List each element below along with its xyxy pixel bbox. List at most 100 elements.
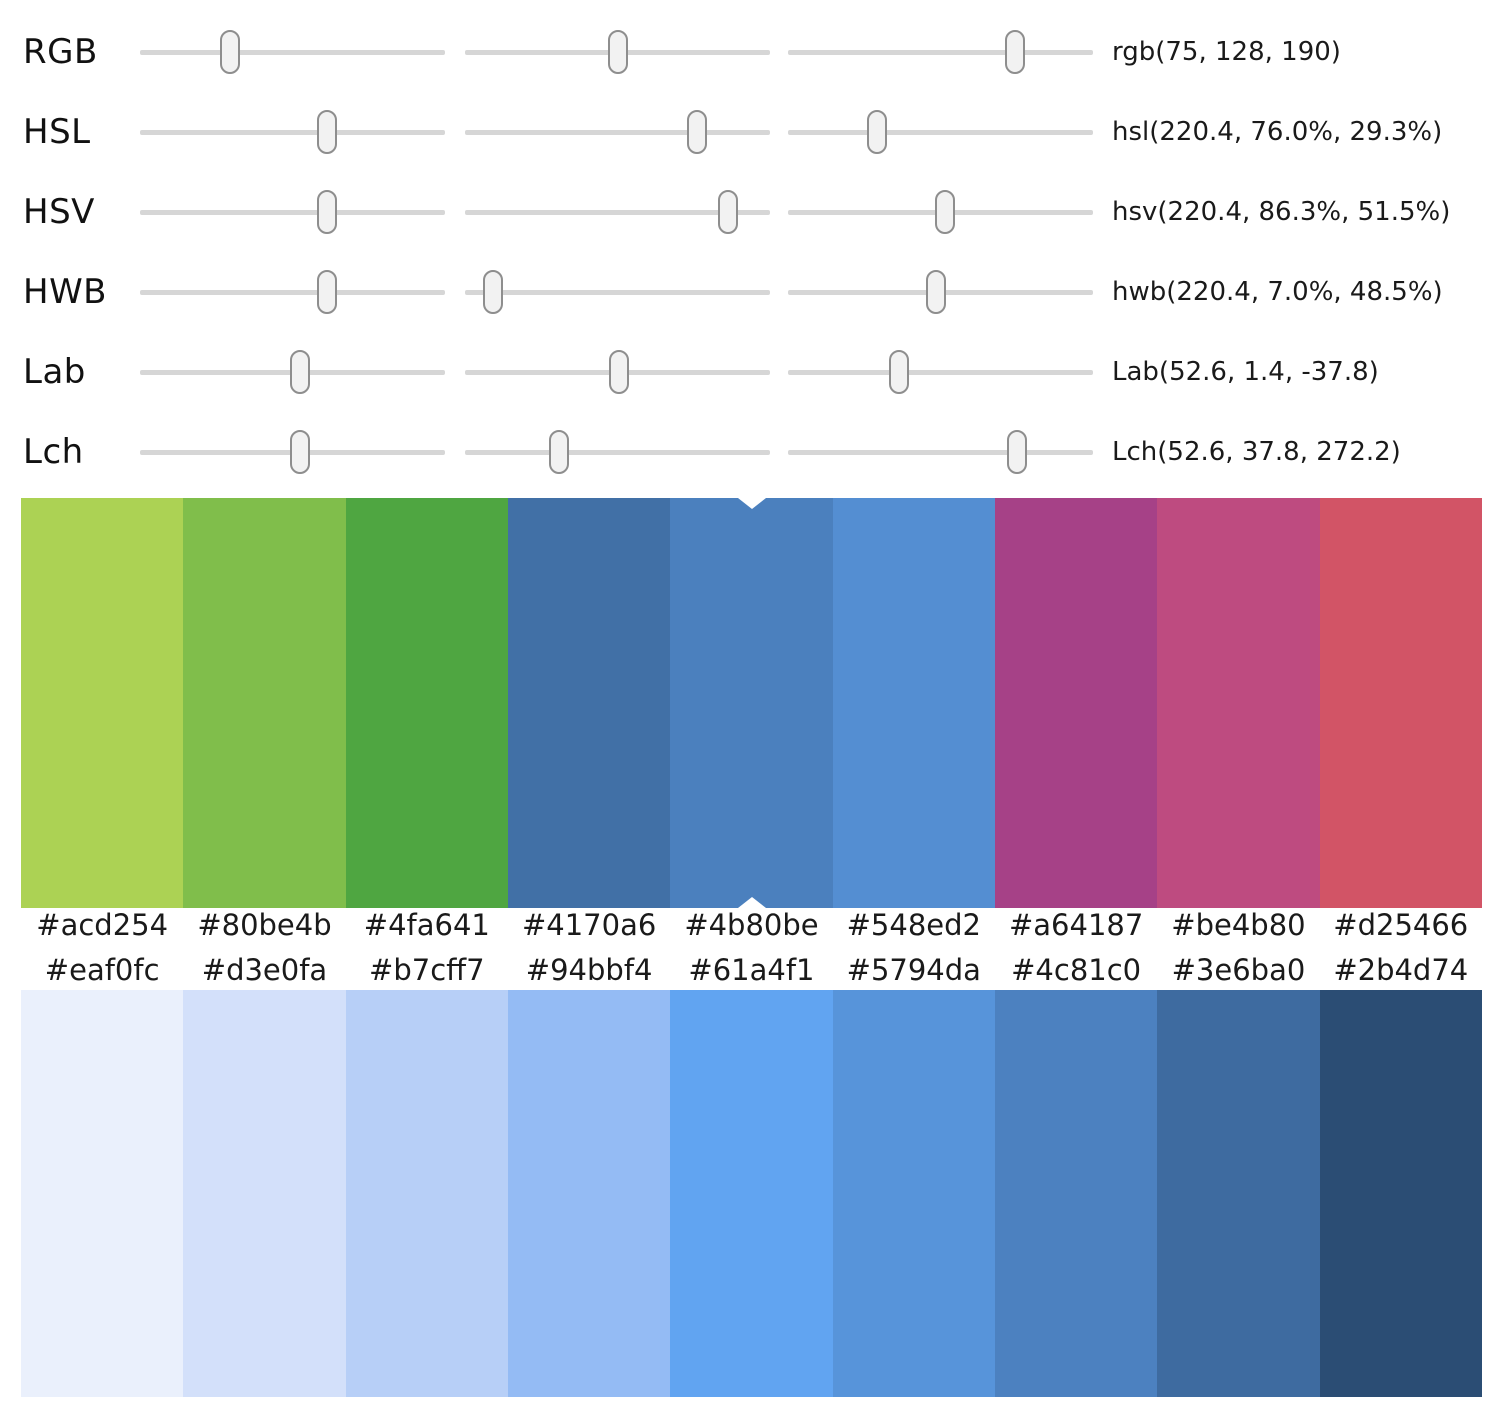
hue-swatch-5[interactable]	[832, 498, 995, 908]
hsl-slider-h[interactable]	[140, 92, 445, 172]
hsl-slider-l[interactable]	[788, 92, 1093, 172]
slider-thumb[interactable]	[219, 30, 240, 74]
slider-thumb[interactable]	[483, 270, 504, 314]
hsl-slider-s[interactable]	[465, 92, 770, 172]
hue-hex-label-5: #548ed2	[846, 908, 981, 942]
hue-swatch-0[interactable]	[21, 498, 184, 908]
lightness-hex-label-6: #4c81c0	[1011, 953, 1142, 987]
slider-track[interactable]	[465, 290, 770, 295]
hsv-slider-v[interactable]	[788, 172, 1093, 252]
lightness-swatch-2[interactable]	[345, 990, 508, 1397]
hue-swatch-8[interactable]	[1319, 498, 1482, 908]
hue-swatch-7[interactable]	[1157, 498, 1320, 908]
hue-hex-label-3: #4170a6	[521, 908, 657, 942]
lightness-swatch-8[interactable]	[1319, 990, 1482, 1397]
lightness-swatch-3[interactable]	[507, 990, 671, 1397]
slider-track[interactable]	[788, 450, 1093, 455]
hue-swatch-4[interactable]	[670, 498, 833, 908]
lab-slider-b[interactable]	[788, 332, 1093, 412]
lightness-swatch-5[interactable]	[832, 990, 995, 1397]
lightness-hex-labels: #eaf0fc #d3e0fa #b7cff7 #94bbf4 #61a4f1 #5794…	[21, 953, 1482, 987]
slider-thumb[interactable]	[608, 30, 629, 74]
lab-value-text: Lab(52.6, 1.4, -37.8)	[1112, 357, 1379, 387]
row-label-lab: Lab	[23, 352, 86, 392]
slider-track[interactable]	[465, 450, 770, 455]
slider-thumb[interactable]	[548, 430, 569, 474]
slider-thumb[interactable]	[925, 270, 946, 314]
slider-track[interactable]	[140, 130, 445, 135]
slider-thumb[interactable]	[1005, 30, 1026, 74]
slider-thumb[interactable]	[316, 270, 337, 314]
row-label-hsl: HSL	[23, 112, 91, 152]
hwb-value-text: hwb(220.4, 7.0%, 48.5%)	[1112, 277, 1443, 307]
hwb-slider-b[interactable]	[788, 252, 1093, 332]
hue-swatch-6[interactable]	[994, 498, 1158, 908]
hwb-slider-w[interactable]	[465, 252, 770, 332]
slider-thumb[interactable]	[686, 110, 707, 154]
rgb-slider-g[interactable]	[465, 12, 770, 92]
slider-track[interactable]	[140, 210, 445, 215]
slider-thumb[interactable]	[889, 350, 910, 394]
lightness-swatch-4[interactable]	[670, 990, 833, 1397]
slider-thumb[interactable]	[609, 350, 630, 394]
row-label-hsv: HSV	[23, 192, 95, 232]
hue-hex-label-6: #a64187	[1008, 908, 1144, 942]
hue-palette	[21, 498, 1482, 908]
hue-hex-label-8: #d25466	[1333, 908, 1469, 942]
slider-thumb[interactable]	[935, 190, 956, 234]
row-label-lch: Lch	[23, 432, 84, 472]
slider-thumb[interactable]	[316, 110, 337, 154]
slider-track[interactable]	[788, 370, 1093, 375]
slider-thumb[interactable]	[290, 430, 311, 474]
lightness-hex-label-3: #94bbf4	[525, 953, 653, 987]
lch-slider-c[interactable]	[465, 412, 770, 492]
hue-hex-label-1: #80be4b	[197, 908, 332, 942]
lightness-swatch-6[interactable]	[994, 990, 1158, 1397]
slider-thumb[interactable]	[290, 350, 311, 394]
lightness-hex-label-4: #61a4f1	[688, 953, 815, 987]
lightness-swatch-0[interactable]	[21, 990, 184, 1397]
lch-slider-l[interactable]	[140, 412, 445, 492]
rgb-slider-b[interactable]	[788, 12, 1093, 92]
selected-color-top-notch	[737, 498, 766, 509]
lightness-swatch-7[interactable]	[1157, 990, 1320, 1397]
slider-track[interactable]	[465, 130, 770, 135]
lightness-hex-label-1: #d3e0fa	[201, 953, 328, 987]
hue-swatch-3[interactable]	[507, 498, 671, 908]
lightness-palette	[21, 990, 1482, 1397]
row-label-hwb: HWB	[23, 272, 108, 312]
hsv-slider-s[interactable]	[465, 172, 770, 252]
hsv-slider-h[interactable]	[140, 172, 445, 252]
lightness-hex-label-7: #3e6ba0	[1171, 953, 1306, 987]
hue-swatch-1[interactable]	[183, 498, 346, 908]
rgb-value-text: rgb(75, 128, 190)	[1112, 37, 1341, 67]
lightness-hex-label-0: #eaf0fc	[44, 953, 160, 987]
lightness-hex-label-5: #5794da	[846, 953, 981, 987]
slider-row-lch: Lch Lch(52.6, 37.8, 272.2)	[0, 412, 1501, 492]
slider-thumb[interactable]	[867, 110, 888, 154]
hue-hex-label-7: #be4b80	[1171, 908, 1306, 942]
lightness-swatch-1[interactable]	[183, 990, 346, 1397]
slider-row-lab: Lab Lab(52.6, 1.4, -37.8)	[0, 332, 1501, 412]
lch-slider-h[interactable]	[788, 412, 1093, 492]
slider-track[interactable]	[140, 50, 445, 55]
hsv-value-text: hsv(220.4, 86.3%, 51.5%)	[1112, 197, 1451, 227]
slider-track[interactable]	[788, 130, 1093, 135]
hsl-value-text: hsl(220.4, 76.0%, 29.3%)	[1112, 117, 1443, 147]
row-label-rgb: RGB	[23, 32, 98, 72]
slider-row-hsl: HSL hsl(220.4, 76.0%, 29.3%)	[0, 92, 1501, 172]
slider-track[interactable]	[465, 210, 770, 215]
lab-slider-l[interactable]	[140, 332, 445, 412]
slider-thumb[interactable]	[316, 190, 337, 234]
hue-hex-label-2: #4fa641	[363, 908, 490, 942]
slider-thumb[interactable]	[1007, 430, 1028, 474]
hwb-slider-h[interactable]	[140, 252, 445, 332]
rgb-slider-r[interactable]	[140, 12, 445, 92]
hue-swatch-2[interactable]	[345, 498, 508, 908]
slider-thumb[interactable]	[718, 190, 739, 234]
slider-track[interactable]	[788, 50, 1093, 55]
lab-slider-a[interactable]	[465, 332, 770, 412]
lch-value-text: Lch(52.6, 37.8, 272.2)	[1112, 437, 1401, 467]
slider-track[interactable]	[140, 290, 445, 295]
